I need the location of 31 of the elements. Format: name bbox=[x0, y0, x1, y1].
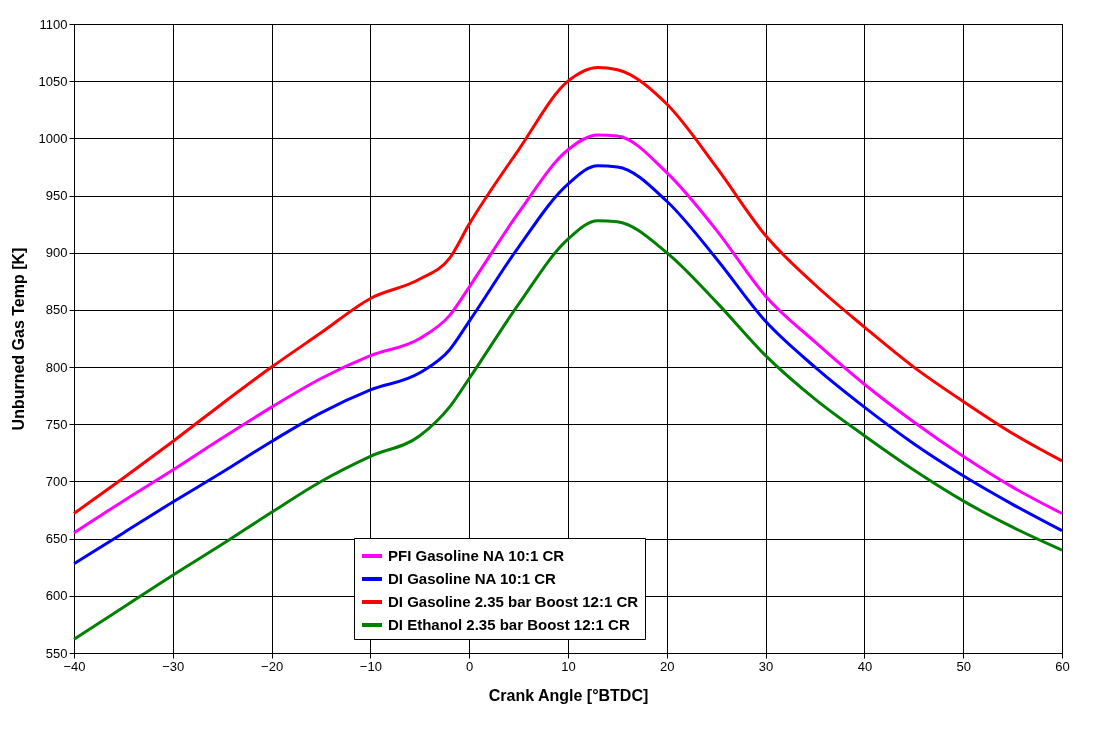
x-tick-label: −40 bbox=[63, 658, 86, 674]
x-tick-label: 20 bbox=[660, 658, 675, 674]
y-axis-title: Unburned Gas Temp [K] bbox=[9, 247, 27, 431]
legend-label: DI Gasoline NA 10:1 CR bbox=[388, 570, 556, 587]
y-tick-label: 750 bbox=[45, 416, 68, 432]
x-tick-label: 40 bbox=[857, 658, 873, 674]
x-axis-title: Crank Angle [°BTDC] bbox=[488, 686, 649, 704]
y-tick-label: 1050 bbox=[38, 73, 68, 89]
x-tick-label: 0 bbox=[466, 658, 474, 674]
y-tick-label: 800 bbox=[45, 359, 68, 375]
line-series bbox=[72, 219, 1064, 641]
y-tick-label: 850 bbox=[45, 302, 68, 318]
y-tick-label: 950 bbox=[45, 188, 68, 204]
x-tick-label: −10 bbox=[359, 658, 382, 674]
y-tick-label: 650 bbox=[45, 531, 68, 547]
y-tick-label: 900 bbox=[45, 245, 68, 261]
line-series bbox=[72, 65, 1064, 515]
y-tick-label: 600 bbox=[45, 588, 68, 604]
x-tick-label: 10 bbox=[561, 658, 576, 674]
x-tick-label: −20 bbox=[261, 658, 284, 674]
y-tick-label: 1000 bbox=[38, 130, 68, 146]
x-tick-label: 50 bbox=[956, 658, 971, 674]
y-tick-label: 1100 bbox=[39, 16, 68, 32]
y-tick-label: 550 bbox=[45, 645, 68, 661]
legend-label: DI Ethanol 2.35 bar Boost 12:1 CR bbox=[388, 616, 630, 633]
legend-label: DI Gasoline 2.35 bar Boost 12:1 CR bbox=[388, 593, 639, 610]
x-tick-label: −30 bbox=[162, 658, 185, 674]
x-tick-label: 30 bbox=[758, 658, 774, 674]
y-tick-label: 700 bbox=[45, 473, 68, 489]
legend-label: PFI Gasoline NA 10:1 CR bbox=[388, 547, 565, 564]
x-tick-label: 60 bbox=[1055, 658, 1070, 674]
